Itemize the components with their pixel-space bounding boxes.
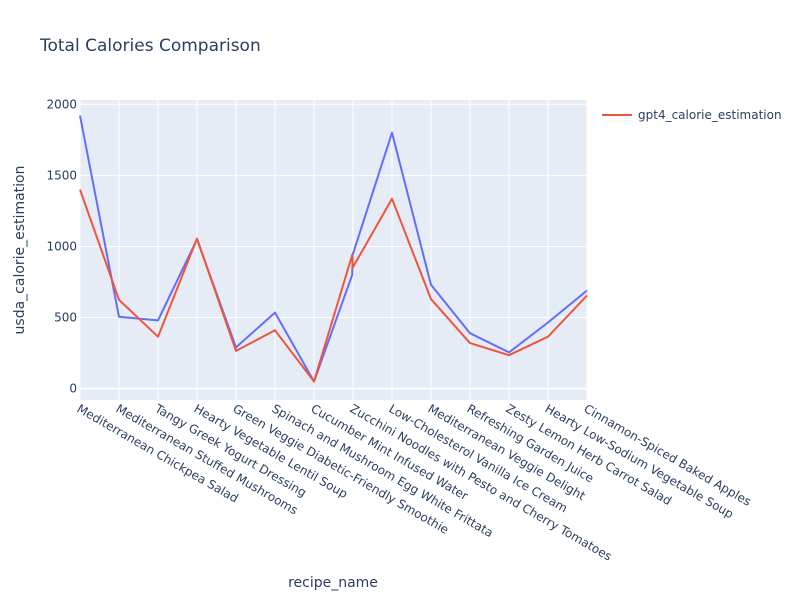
legend-label: gpt4_calorie_estimation [638, 108, 782, 122]
y-axis-title: usda_calorie_estimation [12, 166, 28, 335]
y-tick-label: 1000 [46, 239, 77, 253]
y-tick-label: 1500 [46, 168, 77, 182]
x-axis-title: recipe_name [288, 575, 378, 591]
chart-title: Total Calories Comparison [39, 36, 261, 56]
y-tick-label: 2000 [46, 97, 77, 111]
legend[interactable]: gpt4_calorie_estimation [602, 108, 782, 122]
y-tick-label: 500 [54, 311, 77, 325]
y-tick-label: 0 [69, 382, 77, 396]
y-axis-ticks: 0 500 1000 1500 2000 [46, 97, 77, 395]
legend-item[interactable]: gpt4_calorie_estimation [602, 108, 782, 122]
x-axis-ticks: Mediterranean Chickpea SaladMediterranea… [75, 401, 754, 564]
